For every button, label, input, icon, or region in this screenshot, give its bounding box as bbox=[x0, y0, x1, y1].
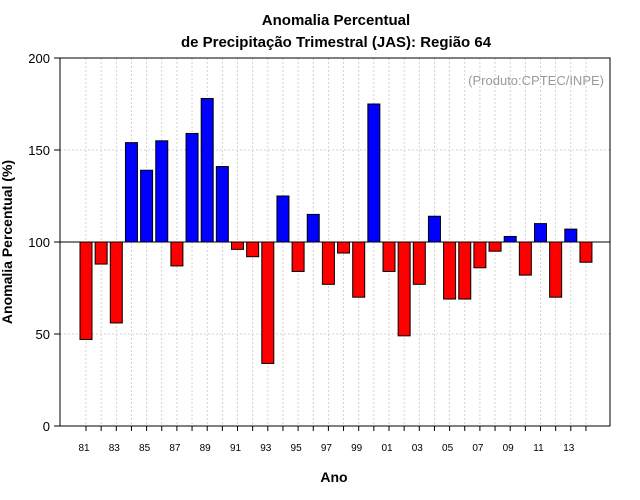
bar-81 bbox=[79, 241, 93, 341]
x-tick-label: 99 bbox=[351, 443, 363, 454]
bar-06 bbox=[458, 241, 472, 300]
bar-87 bbox=[170, 241, 184, 267]
x-tick-label: 91 bbox=[230, 443, 242, 454]
x-tick-label: 83 bbox=[109, 443, 121, 454]
x-axis-label: Ano bbox=[320, 469, 347, 485]
y-tick-label: 200 bbox=[28, 51, 50, 66]
bar-03 bbox=[412, 241, 426, 285]
y-tick-label: 50 bbox=[36, 327, 50, 342]
bar-08 bbox=[488, 241, 502, 252]
bar-96 bbox=[306, 213, 320, 243]
bar-99 bbox=[352, 241, 366, 298]
bar-97 bbox=[321, 241, 335, 285]
chart-title-line-1: Anomalia Percentual bbox=[262, 12, 410, 29]
bar-04 bbox=[427, 215, 441, 243]
bar-13 bbox=[564, 228, 578, 243]
x-tick-label: 87 bbox=[169, 443, 181, 454]
x-tick-label: 05 bbox=[442, 443, 454, 454]
bar-07 bbox=[473, 241, 487, 269]
x-tick-label: 03 bbox=[412, 443, 424, 454]
bar-11 bbox=[534, 223, 547, 243]
bar-14 bbox=[579, 241, 593, 263]
bar-12 bbox=[549, 241, 563, 298]
bar-89 bbox=[200, 97, 214, 243]
chart-title-line-2: de Precipitação Trimestral (JAS): Região… bbox=[181, 34, 492, 51]
x-tick-label: 01 bbox=[381, 443, 393, 454]
x-tick-label: 13 bbox=[563, 443, 575, 454]
bar-85 bbox=[140, 169, 154, 243]
y-tick-label: 100 bbox=[28, 235, 50, 250]
x-axis: 81 83 85 87 89 91 93 95 97 99 01 03 05 07 09 11 13 bbox=[78, 426, 587, 454]
bar-95 bbox=[291, 241, 305, 272]
x-tick-label: 81 bbox=[78, 443, 90, 454]
bar-05 bbox=[443, 241, 457, 300]
plot-frame bbox=[59, 57, 611, 427]
bar-91 bbox=[231, 241, 244, 250]
bar-02 bbox=[397, 241, 411, 337]
bar-00 bbox=[367, 103, 381, 243]
bar-10 bbox=[518, 241, 532, 276]
x-tick-label: 11 bbox=[533, 443, 544, 454]
bar-90 bbox=[215, 166, 229, 243]
y-axis: 0 50 100 150 200 bbox=[28, 51, 60, 434]
y-tick-label: 150 bbox=[28, 143, 50, 158]
y-tick-label: 0 bbox=[43, 419, 50, 434]
bar-01 bbox=[382, 241, 396, 272]
bar-94 bbox=[276, 195, 290, 243]
credit-text: (Produto:CPTEC/INPE) bbox=[468, 73, 604, 88]
x-tick-label: 85 bbox=[139, 443, 151, 454]
x-tick-label: 07 bbox=[472, 443, 484, 454]
bar-92 bbox=[246, 241, 260, 258]
x-tick-label: 97 bbox=[321, 443, 333, 454]
bar-09 bbox=[503, 235, 517, 243]
bar-98 bbox=[337, 241, 351, 254]
x-tick-label: 95 bbox=[291, 443, 303, 454]
bars bbox=[79, 97, 593, 364]
x-tick-label: 89 bbox=[200, 443, 212, 454]
bar-84 bbox=[124, 142, 138, 243]
y-axis-label: Anomalia Percentual (%) bbox=[0, 160, 15, 324]
bar-82 bbox=[94, 241, 108, 265]
bar-93 bbox=[261, 241, 275, 364]
bar-88 bbox=[185, 132, 199, 243]
bar-86 bbox=[155, 140, 169, 243]
x-tick-label: 09 bbox=[503, 443, 515, 454]
x-tick-label: 93 bbox=[260, 443, 272, 454]
bar-83 bbox=[109, 241, 123, 324]
